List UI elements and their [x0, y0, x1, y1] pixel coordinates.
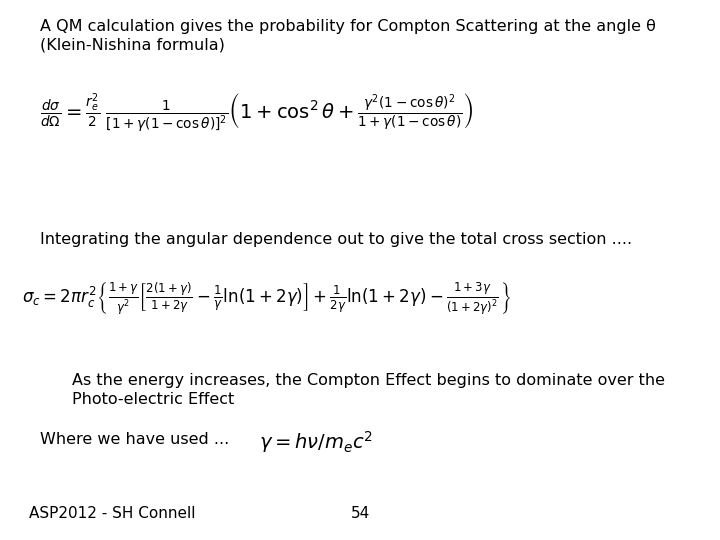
Text: $\gamma = h\nu/m_e c^2$: $\gamma = h\nu/m_e c^2$: [259, 429, 373, 455]
Text: Where we have used ...: Where we have used ...: [40, 432, 239, 447]
Text: $\sigma_c = 2\pi r_c^2 \left\{ \frac{1+\gamma}{\gamma^2}\left[\frac{2(1+\gamma)}: $\sigma_c = 2\pi r_c^2 \left\{ \frac{1+\…: [22, 281, 510, 318]
Text: As the energy increases, the Compton Effect begins to dominate over the: As the energy increases, the Compton Eff…: [72, 373, 665, 388]
Text: A QM calculation gives the probability for Compton Scattering at the angle θ: A QM calculation gives the probability f…: [40, 19, 655, 34]
Text: $\frac{d\sigma}{d\Omega} = \frac{r_e^2}{2} \; \frac{1}{\left[1 + \gamma(1-\cos\t: $\frac{d\sigma}{d\Omega} = \frac{r_e^2}{…: [40, 92, 473, 135]
Text: Photo-electric Effect: Photo-electric Effect: [72, 392, 234, 407]
Text: 54: 54: [351, 505, 369, 521]
Text: (Klein-Nishina formula): (Klein-Nishina formula): [40, 38, 225, 53]
Text: Integrating the angular dependence out to give the total cross section ....: Integrating the angular dependence out t…: [40, 232, 631, 247]
Text: ASP2012 - SH Connell: ASP2012 - SH Connell: [29, 505, 195, 521]
